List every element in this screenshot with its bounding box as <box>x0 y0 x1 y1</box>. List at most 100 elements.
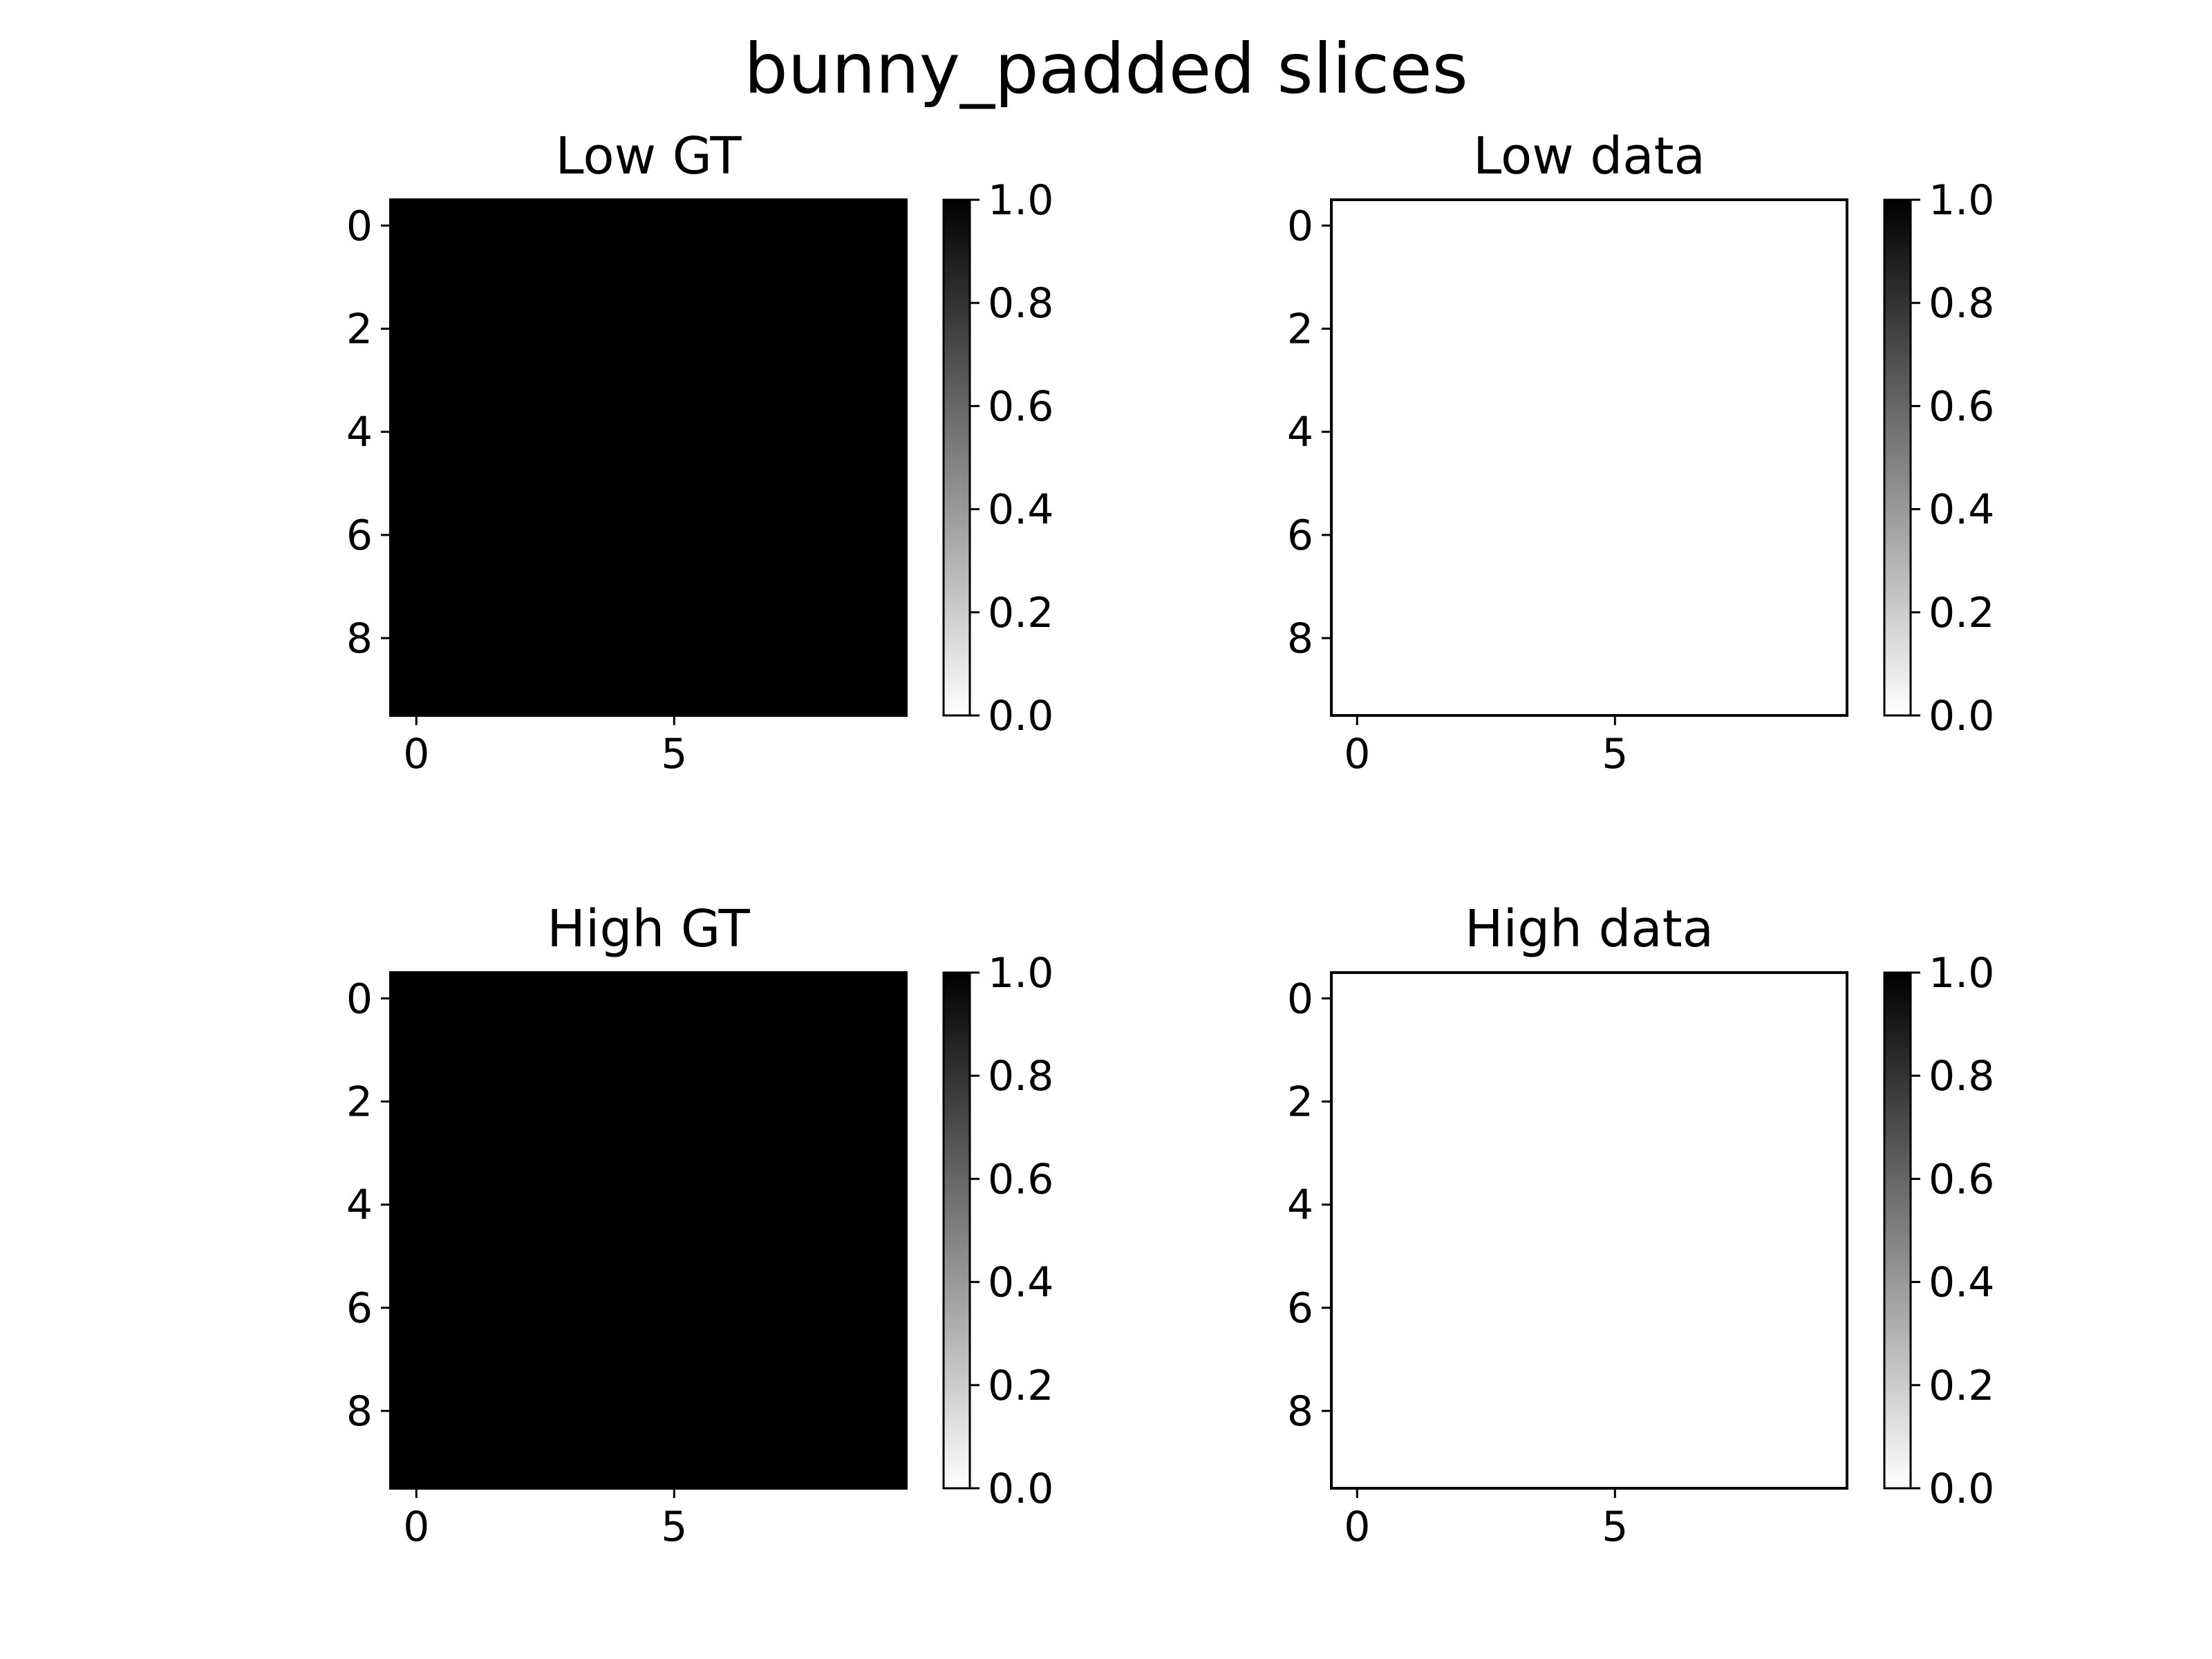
heatmap-cell <box>1589 1076 1642 1128</box>
heatmap-cell <box>494 509 546 561</box>
heatmap-cell <box>1795 251 1848 303</box>
y-tick-label: 6 <box>346 512 373 560</box>
heatmap-cell <box>1434 1024 1487 1076</box>
heatmap-cell <box>1537 354 1590 406</box>
heatmap-cell <box>803 1282 855 1334</box>
heatmap-cell <box>1692 509 1745 561</box>
heatmap-cell <box>1692 303 1745 355</box>
heatmap-cell <box>494 458 546 510</box>
heatmap-cell <box>854 251 907 303</box>
heatmap-cell <box>1537 1282 1590 1334</box>
heatmap-cell <box>648 612 701 664</box>
heatmap-cell <box>545 1436 597 1489</box>
heatmap-cell <box>803 251 855 303</box>
heatmap-cell <box>1589 1024 1642 1076</box>
y-tick-label: 4 <box>1287 1181 1313 1230</box>
heatmap-cell <box>648 973 701 1025</box>
heatmap-cell <box>597 251 649 303</box>
heatmap-cell <box>854 1436 907 1489</box>
heatmap-cell <box>1485 1282 1538 1334</box>
heatmap-cell <box>1331 200 1384 252</box>
heatmap-cell <box>1331 1385 1384 1437</box>
heatmap-cell <box>442 1385 494 1437</box>
heatmap-cell <box>751 1024 804 1076</box>
y-tick-label: 6 <box>346 1284 373 1333</box>
heatmap-cell <box>1382 973 1435 1025</box>
heatmap-cell <box>1692 406 1745 458</box>
heatmap-cell <box>597 458 649 510</box>
heatmap-cell <box>1485 561 1538 613</box>
y-tick-label: 6 <box>1287 1284 1313 1333</box>
heatmap-cell <box>1434 303 1487 355</box>
heatmap-cell <box>391 1179 443 1231</box>
heatmap-cell <box>648 1127 701 1179</box>
heatmap-cell <box>1485 1127 1538 1179</box>
heatmap-cell <box>1434 973 1487 1025</box>
heatmap-cell <box>1589 251 1642 303</box>
y-tick-label: 2 <box>346 306 373 354</box>
axes-frame <box>389 198 908 717</box>
heatmap-cell <box>854 1385 907 1437</box>
heatmap-cell <box>803 612 855 664</box>
heatmap-cell <box>1743 612 1796 664</box>
x-tick-label: 0 <box>1344 730 1370 778</box>
heatmap-cell <box>1331 406 1384 458</box>
heatmap-cell <box>391 1076 443 1128</box>
heatmap-cell <box>1795 1076 1848 1128</box>
heatmap-cell <box>751 303 804 355</box>
heatmap-cell <box>1743 561 1796 613</box>
colorbar-tick-label: 0.0 <box>988 1465 1053 1513</box>
heatmap-cell <box>1589 354 1642 406</box>
heatmap-cell <box>1485 200 1538 252</box>
colorbar-tick-label: 0.0 <box>1929 692 1994 740</box>
colorbar-tick-label: 0.8 <box>988 1052 1053 1100</box>
heatmap-cell <box>1640 1127 1693 1179</box>
heatmap-cell <box>1743 1385 1796 1437</box>
heatmap-cell <box>803 509 855 561</box>
x-tick-label: 0 <box>1344 1503 1370 1551</box>
heatmap-cell <box>700 303 752 355</box>
heatmap-cell <box>1692 458 1745 510</box>
heatmap-cell <box>1382 1385 1435 1437</box>
heatmap-cell <box>1434 354 1487 406</box>
heatmap-cell <box>1743 1127 1796 1179</box>
y-tick-label: 0 <box>346 202 373 250</box>
heatmap-cell <box>751 664 804 716</box>
x-tick-label: 5 <box>1602 730 1628 778</box>
subplot-title: Low GT <box>555 126 742 186</box>
heatmap-cell <box>1743 458 1796 510</box>
colorbar <box>942 971 971 1490</box>
y-tick-label: 2 <box>346 1078 373 1127</box>
heatmap-cell <box>648 303 701 355</box>
colorbar-tick-label: 0.2 <box>988 1362 1053 1410</box>
subplot-3: High GT 0 5 0 2 4 6 8 0.0 0.2 0.4 0.6 0.8 1.0 <box>346 899 1054 1551</box>
heatmap-cell <box>1331 458 1384 510</box>
heatmap-cell <box>751 1230 804 1283</box>
heatmap-cell <box>1434 406 1487 458</box>
heatmap-cell <box>1331 1333 1384 1386</box>
heatmap-cell <box>1537 406 1590 458</box>
colorbar-tick-label: 1.0 <box>988 176 1053 225</box>
heatmap-cell <box>1640 1436 1693 1489</box>
heatmap-cell <box>597 1333 649 1386</box>
heatmap-cell <box>597 303 649 355</box>
heatmap-cell <box>442 251 494 303</box>
heatmap-cell <box>1434 1076 1487 1128</box>
heatmap-cell <box>1692 1076 1745 1128</box>
heatmap-cell <box>1382 303 1435 355</box>
heatmap-cell <box>391 612 443 664</box>
heatmap-cell <box>1434 612 1487 664</box>
heatmap-cell <box>1434 1230 1487 1283</box>
heatmap-cell <box>1331 664 1384 716</box>
subplot-grid: Low GT 0 5 0 2 4 6 8 0.0 0.2 0.4 0.6 0.8 1.0 Low data 0… <box>346 126 1995 1551</box>
heatmap-cell <box>391 406 443 458</box>
heatmap-cell <box>700 1076 752 1128</box>
heatmap-cell <box>1589 664 1642 716</box>
axes-frame <box>1330 198 1848 717</box>
heatmap-cell <box>803 973 855 1025</box>
heatmap-cell <box>1589 1230 1642 1283</box>
heatmap-cell <box>854 458 907 510</box>
colorbar-tick-label: 0.6 <box>988 382 1053 431</box>
heatmap-cell <box>545 1076 597 1128</box>
heatmap-cell <box>1589 200 1642 252</box>
